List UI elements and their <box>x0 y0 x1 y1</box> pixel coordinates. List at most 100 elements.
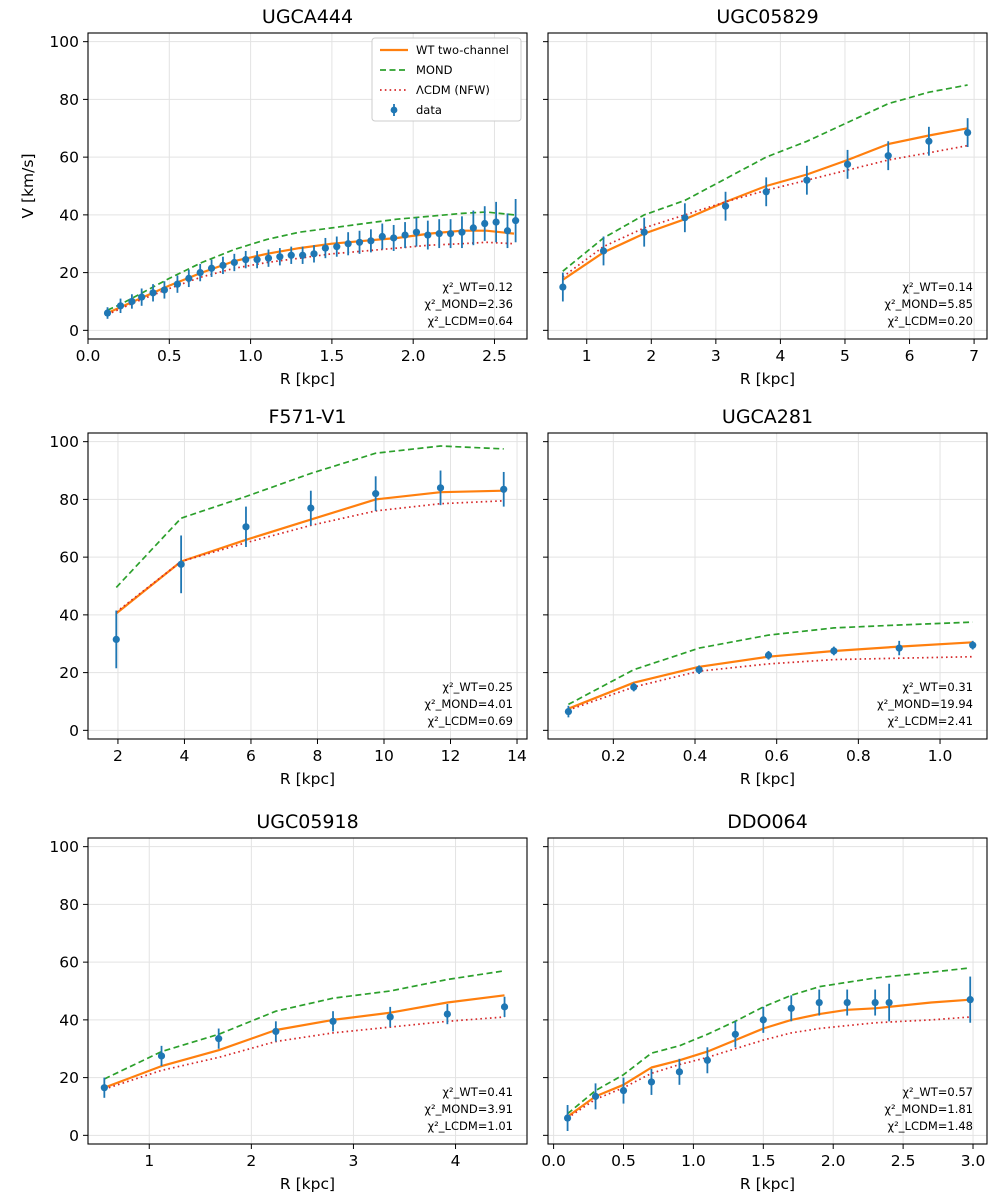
y-tick-label: 20 <box>59 264 79 282</box>
chi2-annotation: χ²_WT=0.14 <box>902 280 973 294</box>
x-tick-label: 0.5 <box>157 347 182 365</box>
x-tick-label: 1.5 <box>320 347 345 365</box>
data-point <box>424 231 432 239</box>
mond-line <box>562 84 968 272</box>
data-point <box>138 293 146 301</box>
wt-line <box>566 998 971 1118</box>
x-axis-label: R [kpc] <box>280 370 335 388</box>
chi2-annotation: χ²_MOND=3.91 <box>424 1102 513 1116</box>
x-tick-label: 2.0 <box>821 1152 846 1170</box>
data-point <box>344 240 352 248</box>
data-point <box>100 1084 108 1092</box>
axes-frame <box>87 837 528 1145</box>
chart-panel-5: UGC05918 0 20 40 60 80 100 1 2 3 4 R [kpc] χ²_WT=0.4… <box>49 811 528 1193</box>
data-point <box>681 214 689 222</box>
data-point <box>390 234 398 242</box>
axes-frame <box>547 32 988 340</box>
data-point <box>969 641 977 649</box>
legend-label: data <box>416 103 442 117</box>
chi2-annotation: χ²_LCDM=0.69 <box>428 714 513 728</box>
data-point <box>964 128 972 137</box>
x-tick-label: 0.0 <box>76 347 101 365</box>
plot-area <box>100 969 509 1098</box>
data-point <box>492 218 500 226</box>
x-tick-label: 2 <box>646 347 656 365</box>
data-point <box>759 1016 767 1024</box>
data-point <box>884 152 892 160</box>
plot-area <box>559 84 972 302</box>
chart-title: F571-V1 <box>268 406 346 428</box>
data-point <box>721 202 730 210</box>
data-point <box>619 1086 628 1095</box>
chi2-annotation: χ²_MOND=2.36 <box>424 297 513 311</box>
x-tick-label: 2.5 <box>891 1152 916 1170</box>
y-tick-label: 100 <box>49 838 79 856</box>
wt-line <box>103 994 505 1089</box>
mond-line <box>568 621 973 706</box>
data-point <box>435 230 443 238</box>
x-tick-label: 1.0 <box>238 347 263 365</box>
chi2-annotation: χ²_MOND=4.01 <box>424 697 513 711</box>
data-point <box>116 302 125 310</box>
data-point <box>264 254 273 262</box>
legend-label: WT two-channel <box>416 43 509 57</box>
x-tick-label: 8 <box>313 747 323 765</box>
x-tick-label: 3.0 <box>961 1152 986 1170</box>
axes-frame <box>87 32 528 340</box>
data-point <box>177 560 185 568</box>
data-point <box>640 228 648 236</box>
data-point <box>703 1056 711 1064</box>
wt-line <box>562 127 968 281</box>
chi2-annotation: χ²_WT=0.12 <box>442 280 513 294</box>
y-tick-label: 40 <box>59 1011 79 1029</box>
x-tick-label: 0.5 <box>611 1152 636 1170</box>
data-point <box>458 228 466 236</box>
data-point <box>149 289 157 297</box>
data-point <box>843 160 852 168</box>
data-point <box>500 485 508 493</box>
data-point <box>173 280 182 288</box>
data-point <box>253 256 261 264</box>
chart-panel-3: F571-V1 0 20 40 60 80 100 2 4 6 8 10 12 14 R [kpc] χ²_W… <box>49 406 528 788</box>
data-point <box>762 188 770 196</box>
data-point <box>830 647 838 655</box>
mond-line <box>103 969 505 1080</box>
plot-area <box>103 198 520 319</box>
data-point <box>367 237 375 245</box>
data-point <box>103 309 112 317</box>
x-tick-label: 6 <box>905 347 915 365</box>
y-tick-label: 60 <box>59 954 79 972</box>
data-point <box>885 998 893 1007</box>
y-tick-label: 40 <box>59 606 79 624</box>
data-point <box>321 244 329 252</box>
data-point <box>372 490 380 498</box>
chart-title: UGCA444 <box>262 6 353 28</box>
data-point <box>871 998 879 1007</box>
data-point <box>299 251 307 259</box>
x-tick-label: 4 <box>451 1152 461 1170</box>
lcdm-line <box>107 241 515 316</box>
data-point <box>647 1078 656 1086</box>
data-point <box>925 137 933 145</box>
x-tick-label: 0.0 <box>541 1152 566 1170</box>
data-point <box>563 1114 572 1122</box>
y-tick-label: 60 <box>59 549 79 567</box>
mond-line <box>567 967 971 1115</box>
y-tick-label: 80 <box>59 491 79 509</box>
x-axis-label: R [kpc] <box>280 1175 335 1193</box>
data-point <box>112 635 120 644</box>
data-point <box>895 644 903 652</box>
axes-frame <box>87 432 528 740</box>
data-point <box>378 232 386 241</box>
x-tick-label: 1.5 <box>751 1152 776 1170</box>
plot-area <box>564 621 977 718</box>
y-tick-label: 100 <box>49 33 79 51</box>
data-point <box>215 1035 223 1043</box>
chi2-annotation: χ²_WT=0.57 <box>902 1085 973 1099</box>
data-point <box>559 283 567 291</box>
chi2-annotation: χ²_LCDM=1.48 <box>888 1119 973 1133</box>
chi2-annotation: χ²_LCDM=2.41 <box>888 714 973 728</box>
x-axis-label: R [kpc] <box>740 1175 795 1193</box>
x-axis-label: R [kpc] <box>740 370 795 388</box>
data-point <box>564 707 573 716</box>
